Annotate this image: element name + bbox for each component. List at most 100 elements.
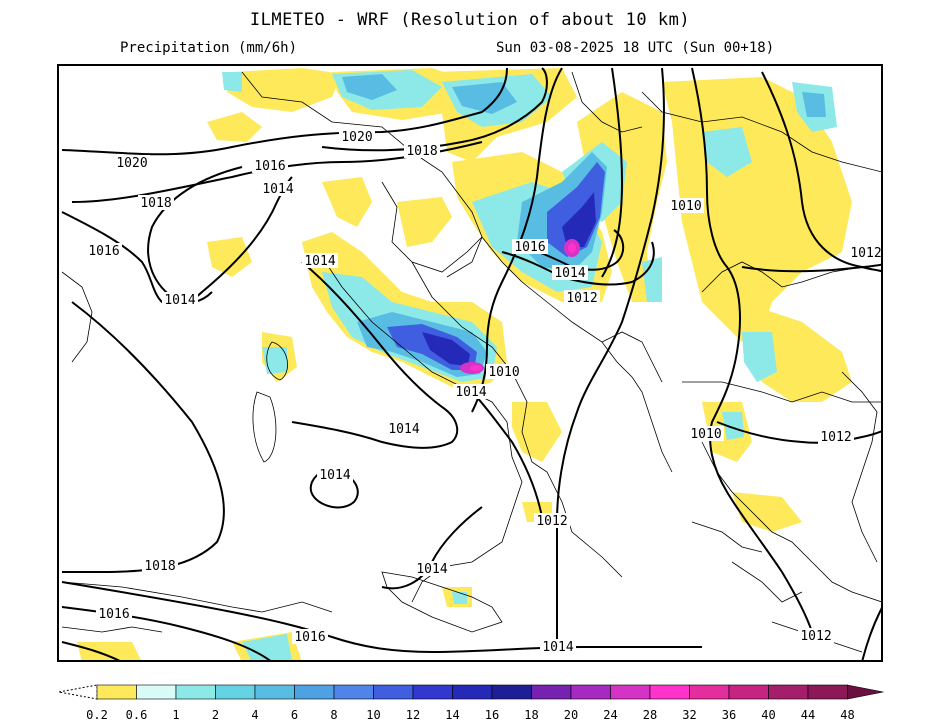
isobar-label: 1016 (88, 244, 119, 259)
legend-tick-label: 48 (840, 708, 854, 722)
legend-swatch (136, 684, 177, 700)
legend-tick-label: 28 (643, 708, 657, 722)
legend-tick-label: 1 (172, 708, 179, 722)
legend-swatch (175, 684, 216, 700)
map-svg: 1020 1020 1018 1016 1014 1018 1016 1014 1014 1016… (61, 67, 881, 660)
legend-tick-label: 2 (212, 708, 219, 722)
legend-swatch (452, 684, 493, 700)
isobar-label-bg (162, 292, 198, 307)
isobar-label-bg (138, 195, 174, 210)
legend-swatch (215, 684, 256, 700)
isobar-label: 1010 (670, 199, 701, 214)
legend-swatch (807, 684, 848, 700)
isobar-label: 1014 (416, 562, 447, 577)
legend-swatch (294, 684, 335, 700)
precipitation-map: 1020 1020 1018 1016 1014 1018 1016 1014 1014 1016… (57, 64, 883, 662)
isobar-label: 1012 (850, 246, 881, 261)
legend-tick-label: 6 (291, 708, 298, 722)
isobar-label-bg (292, 629, 328, 644)
legend-tick-label: 18 (524, 708, 538, 722)
isobar-label-bg (540, 639, 576, 654)
legend-tick-label: 20 (564, 708, 578, 722)
isobar-label-bg (688, 426, 724, 441)
isobar-label: 1020 (341, 130, 372, 145)
isobar-label: 1012 (800, 629, 831, 644)
legend-swatch (491, 684, 532, 700)
legend-swatch (254, 684, 295, 700)
isobar-label: 1012 (566, 291, 597, 306)
legend-tick-label: 10 (366, 708, 380, 722)
isobar-label-bg (260, 181, 296, 196)
isobar-label-bg (564, 290, 600, 305)
isobar-label: 1020 (116, 156, 147, 171)
legend-arrow-low (58, 684, 98, 700)
legend-swatch (333, 684, 374, 700)
precip-shading (77, 68, 852, 660)
isobar-label-bg (818, 429, 854, 444)
isobar-label: 1014 (304, 254, 335, 269)
isobar-label-bg (302, 253, 338, 268)
legend-swatch (412, 684, 453, 700)
legend-swatch (610, 684, 651, 700)
legend-tick-label: 40 (761, 708, 775, 722)
isobar-labels: 1020 1020 1018 1016 1014 1018 1016 1014 1014 1016… (86, 129, 881, 655)
precip-legend: 0.2 0.6 1 2 4 6 8 10 12 14 16 18 20 24 28 32 36 40 44 48 (57, 683, 887, 723)
legend-swatch (649, 684, 690, 700)
field-label: Precipitation (mm/6h) (120, 40, 298, 56)
isobar-label-bg (339, 129, 375, 144)
isobar-label-bg (486, 364, 522, 379)
legend-tick-label: 0.6 (126, 708, 148, 722)
isobar-label-bg (668, 198, 704, 213)
isobar-label: 1012 (820, 430, 851, 445)
isobar-label: 1018 (144, 559, 175, 574)
legend-tick-label: 32 (682, 708, 696, 722)
isobar-label: 1014 (455, 385, 486, 400)
legend-tick-label: 14 (445, 708, 459, 722)
isobar-label: 1014 (164, 293, 195, 308)
isobar-label: 1014 (262, 182, 293, 197)
valid-time: Sun 03-08-2025 18 UTC (Sun 00+18) (496, 40, 775, 56)
isobar-label: 1016 (98, 607, 129, 622)
isobar-label-bg (414, 561, 450, 576)
legend-tick-label: 12 (406, 708, 420, 722)
isobar-label-bg (534, 513, 570, 528)
isobar-label-bg (453, 384, 489, 399)
isobar-label: 1018 (140, 196, 171, 211)
legend-tick-label: 16 (485, 708, 499, 722)
isobar-label: 1012 (536, 514, 567, 529)
legend-tick-label: 4 (251, 708, 258, 722)
map-title: ILMETEO - WRF (Resolution of about 10 km… (249, 10, 691, 30)
legend-swatch (689, 684, 730, 700)
isobar-label: 1014 (319, 468, 350, 483)
isobar-label: 1014 (554, 266, 585, 281)
legend-tick-label: 24 (603, 708, 617, 722)
legend-swatch (570, 684, 611, 700)
isobar-label-bg (848, 245, 881, 260)
legend-tick-label: 36 (722, 708, 736, 722)
isobar-label-bg (142, 558, 178, 573)
isobar-label-bg (252, 158, 288, 173)
isobar-label-bg (386, 421, 422, 436)
legend-tick-label: 44 (801, 708, 815, 722)
legend-swatch (768, 684, 809, 700)
legend-swatch (531, 684, 572, 700)
isobar-label-bg (512, 239, 548, 254)
isobar-label: 1010 (488, 365, 519, 380)
isobar-label: 1018 (406, 144, 437, 159)
isobar-label: 1014 (542, 640, 573, 655)
isobar-label-bg (798, 628, 834, 643)
legend-swatch (373, 684, 414, 700)
legend-swatch (728, 684, 769, 700)
legend-tick-label: 0.2 (86, 708, 108, 722)
isobar-label-bg (404, 143, 440, 158)
isobar-label-bg (86, 243, 122, 258)
isobar-label-bg (317, 467, 353, 482)
isobar-label: 1016 (514, 240, 545, 255)
legend-swatch (96, 684, 137, 700)
legend-arrow-high (847, 684, 884, 700)
isobar-label: 1016 (294, 630, 325, 645)
isobar-label-bg (96, 606, 132, 621)
isobar-label: 1014 (388, 422, 419, 437)
isobar-label: 1010 (690, 427, 721, 442)
legend-svg: 0.2 0.6 1 2 4 6 8 10 12 14 16 18 20 24 28 32 36 40 44 48 (58, 684, 884, 722)
